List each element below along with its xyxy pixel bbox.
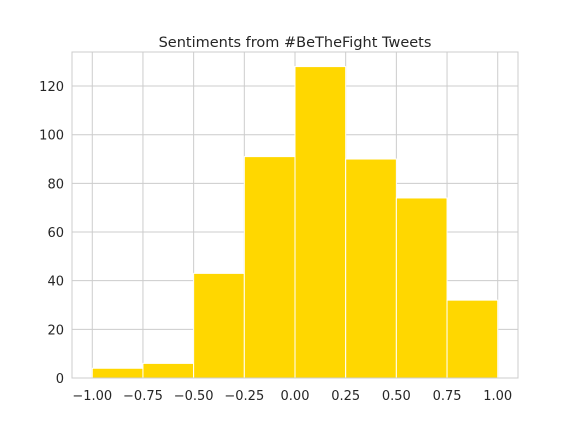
histogram-bar: [446, 299, 499, 379]
y-axis-tick-labels: 0 20 40 60 80 100 120: [39, 80, 64, 387]
x-tick-label: 0.75: [433, 389, 462, 404]
histogram-bar: [243, 156, 296, 379]
y-tick-label: 60: [47, 226, 64, 241]
x-tick-label: 0.50: [382, 389, 411, 404]
y-tick-label: 120: [39, 80, 64, 95]
histogram-bar: [91, 367, 144, 379]
x-tick-label: 1.00: [483, 389, 512, 404]
chart-title: Sentiments from #BeTheFight Tweets: [159, 35, 432, 51]
y-tick-label: 80: [47, 177, 64, 192]
x-tick-label: −0.25: [224, 389, 264, 404]
histogram-bars: [91, 66, 499, 379]
x-tick-label: −1.00: [72, 389, 112, 404]
x-tick-label: −0.50: [174, 389, 214, 404]
x-tick-label: 0.25: [331, 389, 360, 404]
histogram-bar: [193, 272, 245, 379]
histogram-bar: [345, 158, 397, 379]
x-tick-label: −0.75: [123, 389, 163, 404]
plot-frame: [71, 51, 519, 379]
x-axis-tick-labels: −1.00 −0.75 −0.50 −0.25 0.00 0.25 0.50 0.75 1.00: [72, 389, 512, 404]
y-tick-label: 0: [56, 372, 64, 387]
y-tick-label: 100: [39, 129, 64, 144]
y-tick-label: 20: [47, 323, 64, 338]
histogram-bar: [395, 197, 448, 379]
y-tick-label: 40: [47, 275, 64, 290]
x-tick-label: 0.00: [281, 389, 310, 404]
histogram-bar: [142, 362, 195, 379]
histogram-bar: [294, 66, 347, 379]
